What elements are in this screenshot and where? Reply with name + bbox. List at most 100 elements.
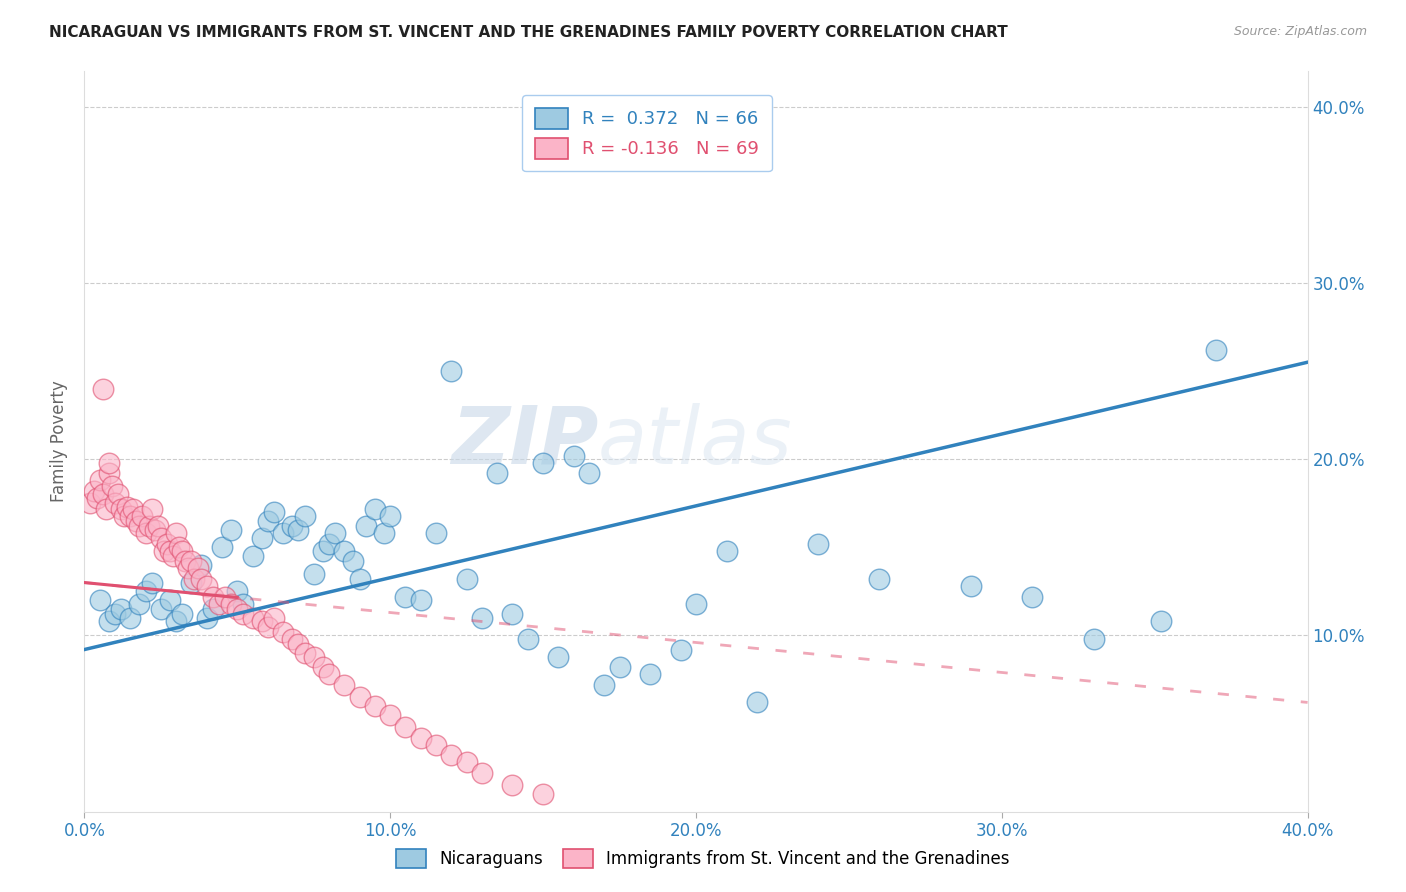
Point bbox=[349, 572, 371, 586]
Point bbox=[394, 590, 416, 604]
Point bbox=[208, 597, 231, 611]
Text: atlas: atlas bbox=[598, 402, 793, 481]
Point bbox=[104, 607, 127, 622]
Point bbox=[281, 632, 304, 646]
Point bbox=[165, 615, 187, 629]
Text: Source: ZipAtlas.com: Source: ZipAtlas.com bbox=[1233, 25, 1367, 38]
Point bbox=[211, 541, 233, 555]
Point bbox=[232, 597, 254, 611]
Point bbox=[94, 501, 117, 516]
Point bbox=[318, 537, 340, 551]
Point bbox=[373, 526, 395, 541]
Point bbox=[180, 575, 202, 590]
Point bbox=[97, 456, 120, 470]
Point bbox=[593, 678, 616, 692]
Point bbox=[257, 514, 280, 528]
Point bbox=[312, 660, 335, 674]
Point bbox=[364, 698, 387, 713]
Point bbox=[131, 508, 153, 523]
Point bbox=[141, 501, 163, 516]
Point bbox=[425, 738, 447, 752]
Point bbox=[531, 456, 554, 470]
Point bbox=[172, 607, 194, 622]
Point bbox=[91, 382, 114, 396]
Point bbox=[159, 593, 181, 607]
Point bbox=[456, 756, 478, 770]
Point bbox=[107, 487, 129, 501]
Point bbox=[425, 526, 447, 541]
Point bbox=[263, 505, 285, 519]
Point bbox=[271, 526, 294, 541]
Point bbox=[342, 554, 364, 568]
Point bbox=[219, 523, 242, 537]
Point bbox=[226, 584, 249, 599]
Text: ZIP: ZIP bbox=[451, 402, 598, 481]
Point bbox=[219, 597, 242, 611]
Point bbox=[214, 590, 236, 604]
Point bbox=[242, 611, 264, 625]
Point bbox=[486, 467, 509, 481]
Point bbox=[104, 496, 127, 510]
Point bbox=[456, 572, 478, 586]
Point bbox=[609, 660, 631, 674]
Point bbox=[141, 575, 163, 590]
Point bbox=[180, 554, 202, 568]
Point bbox=[562, 449, 585, 463]
Legend: Nicaraguans, Immigrants from St. Vincent and the Grenadines: Nicaraguans, Immigrants from St. Vincent… bbox=[389, 842, 1017, 875]
Point bbox=[143, 523, 166, 537]
Point bbox=[302, 649, 325, 664]
Point bbox=[869, 572, 891, 586]
Point bbox=[287, 637, 309, 651]
Point bbox=[1021, 590, 1043, 604]
Point bbox=[502, 778, 524, 792]
Point bbox=[1150, 615, 1173, 629]
Point bbox=[1083, 632, 1105, 646]
Point bbox=[471, 611, 494, 625]
Point bbox=[146, 519, 169, 533]
Point bbox=[471, 766, 494, 780]
Point bbox=[333, 678, 356, 692]
Point bbox=[128, 519, 150, 533]
Legend: R =  0.372   N = 66, R = -0.136   N = 69: R = 0.372 N = 66, R = -0.136 N = 69 bbox=[523, 95, 772, 171]
Point bbox=[86, 491, 108, 505]
Point bbox=[115, 500, 138, 514]
Point bbox=[312, 544, 335, 558]
Point bbox=[135, 526, 157, 541]
Point bbox=[172, 544, 194, 558]
Point bbox=[294, 508, 316, 523]
Point bbox=[516, 632, 538, 646]
Point bbox=[190, 558, 212, 572]
Point bbox=[232, 607, 254, 622]
Point bbox=[122, 501, 145, 516]
Point bbox=[242, 549, 264, 563]
Point bbox=[190, 572, 212, 586]
Point bbox=[195, 611, 218, 625]
Point bbox=[333, 544, 356, 558]
Point bbox=[250, 532, 273, 546]
Point bbox=[281, 519, 304, 533]
Point bbox=[89, 593, 111, 607]
Text: NICARAGUAN VS IMMIGRANTS FROM ST. VINCENT AND THE GRENADINES FAMILY POVERTY CORR: NICARAGUAN VS IMMIGRANTS FROM ST. VINCEN… bbox=[49, 25, 1008, 40]
Point bbox=[167, 541, 190, 555]
Point bbox=[287, 523, 309, 537]
Point bbox=[89, 473, 111, 487]
Point bbox=[257, 619, 280, 633]
Point bbox=[669, 642, 692, 657]
Point bbox=[638, 667, 661, 681]
Point bbox=[174, 554, 197, 568]
Point bbox=[125, 514, 148, 528]
Point bbox=[226, 602, 249, 616]
Point bbox=[165, 526, 187, 541]
Point bbox=[97, 615, 120, 629]
Y-axis label: Family Poverty: Family Poverty bbox=[51, 381, 69, 502]
Point bbox=[101, 478, 124, 492]
Point bbox=[960, 579, 983, 593]
Point bbox=[409, 593, 432, 607]
Point bbox=[162, 549, 184, 563]
Point bbox=[263, 611, 285, 625]
Point bbox=[120, 611, 142, 625]
Point bbox=[531, 787, 554, 801]
Point bbox=[79, 496, 101, 510]
Point bbox=[807, 537, 830, 551]
Point bbox=[271, 624, 294, 639]
